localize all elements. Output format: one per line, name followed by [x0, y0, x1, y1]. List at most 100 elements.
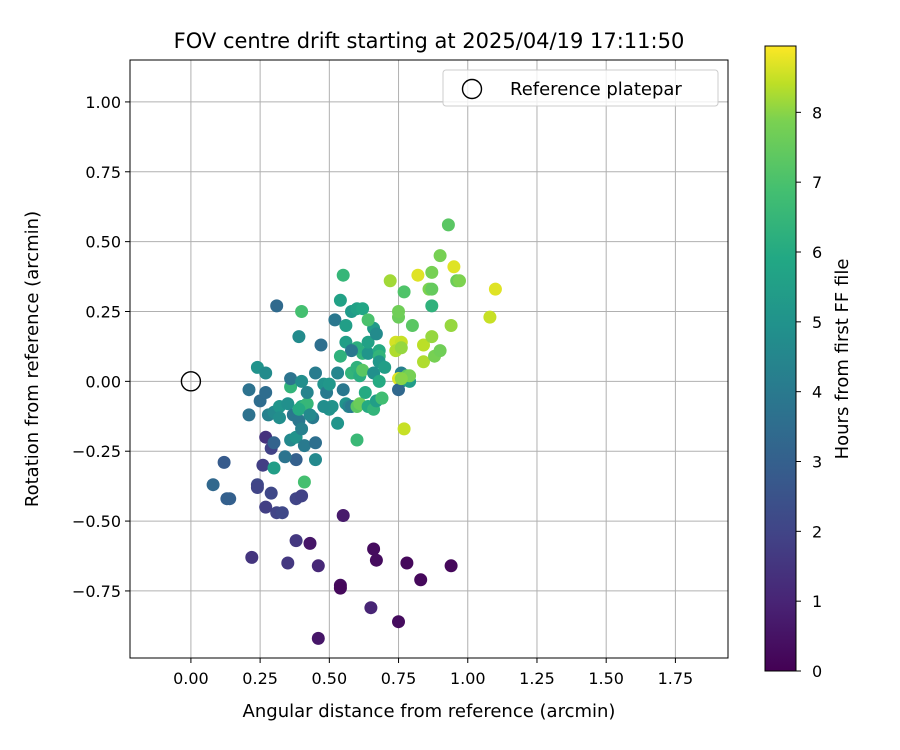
legend-open-circle-icon — [461, 78, 483, 100]
data-point — [256, 458, 270, 472]
data-point — [358, 386, 372, 399]
data-point — [453, 274, 466, 288]
x-tick-labels: 0.00 0.25 0.50 0.75 1.00 1.25 1.50 1.75 — [173, 669, 693, 688]
data-point — [425, 330, 439, 344]
data-point — [433, 249, 447, 263]
legend-box — [442, 69, 719, 107]
colorbar-label: Hours from first FF file — [832, 259, 853, 460]
data-point — [397, 422, 411, 436]
data-point — [356, 302, 370, 316]
data-point — [417, 338, 430, 352]
data-point — [270, 299, 284, 313]
data-point — [488, 282, 502, 296]
data-point — [259, 386, 273, 399]
data-point — [361, 346, 375, 360]
data-point — [369, 553, 383, 567]
data-point — [394, 341, 408, 355]
data-point — [333, 349, 347, 363]
data-point — [303, 408, 317, 422]
data-point — [356, 363, 370, 377]
data-point — [339, 319, 353, 332]
legend-label: Reference platepar — [510, 79, 682, 100]
y-tick-label: −0.50 — [72, 512, 121, 531]
data-point — [383, 274, 397, 288]
data-point — [206, 478, 220, 492]
x-tick-label: 0.25 — [242, 669, 278, 688]
data-point — [367, 542, 381, 556]
data-point — [331, 366, 345, 380]
data-point — [281, 397, 295, 411]
data-point — [411, 268, 425, 282]
y-tick-label: −0.25 — [72, 442, 121, 461]
data-point — [284, 372, 298, 386]
data-point — [322, 377, 336, 391]
y-tick-labels: 1.00 0.75 0.50 0.25 0.00 −0.25 −0.50 −0.75 — [72, 93, 121, 601]
data-point — [300, 386, 314, 399]
data-point — [447, 260, 461, 274]
x-tick-label: 1.00 — [450, 669, 486, 688]
data-point — [425, 265, 439, 279]
data-point — [361, 335, 375, 349]
colorbar-gradient — [764, 45, 797, 672]
x-tick-label: 0.50 — [312, 669, 348, 688]
data-point — [378, 360, 392, 374]
colorbar-tick-label: 0 — [812, 662, 822, 681]
data-point — [295, 422, 309, 436]
y-axis-label: Rotation from reference (arcmin) — [22, 211, 43, 507]
data-point — [350, 433, 364, 447]
colorbar-tick-labels: 0 1 2 3 4 5 6 7 8 — [796, 103, 822, 681]
data-point — [336, 383, 350, 397]
data-point — [297, 475, 311, 489]
data-point — [217, 455, 231, 469]
colorbar-tick-label: 3 — [812, 453, 822, 472]
data-point — [242, 383, 256, 397]
data-point — [441, 218, 455, 232]
data-point — [295, 305, 309, 318]
data-point — [417, 355, 430, 369]
data-point — [361, 313, 375, 327]
data-point — [372, 374, 386, 388]
data-point — [336, 268, 350, 282]
data-point — [336, 509, 350, 522]
colorbar-tick-label: 2 — [812, 522, 822, 541]
data-point — [289, 453, 303, 467]
colorbar-tick-label: 6 — [812, 243, 822, 262]
data-point — [309, 453, 322, 467]
data-point — [309, 436, 322, 450]
y-tick-label: 1.00 — [85, 93, 121, 112]
x-axis-label: Angular distance from reference (arcmin) — [243, 701, 616, 722]
data-point — [292, 402, 306, 416]
data-point — [425, 299, 439, 313]
data-point — [414, 573, 428, 587]
data-point — [397, 285, 411, 299]
data-point — [314, 338, 328, 352]
data-point — [267, 461, 281, 475]
x-tick-label: 1.75 — [658, 669, 694, 688]
data-point — [242, 408, 256, 422]
data-point — [295, 374, 309, 388]
data-points — [206, 218, 502, 645]
data-point — [369, 327, 383, 341]
y-tick-label: 0.75 — [85, 163, 121, 182]
data-point — [333, 293, 347, 307]
data-point — [264, 486, 278, 500]
colorbar-tick-label: 7 — [812, 173, 822, 192]
data-point — [259, 366, 273, 380]
data-point — [311, 631, 325, 645]
grid-lines — [125, 60, 728, 663]
data-point — [444, 319, 458, 332]
data-point — [250, 481, 264, 494]
data-point — [444, 559, 458, 573]
colorbar: 0 1 2 3 4 5 6 7 8 Hours from first FF file — [764, 45, 853, 681]
data-point — [425, 282, 439, 296]
data-point — [309, 366, 322, 380]
data-point — [345, 344, 358, 358]
data-point — [394, 372, 408, 386]
data-point — [333, 581, 347, 595]
data-point — [275, 506, 289, 520]
data-point — [267, 436, 281, 450]
data-point — [223, 492, 237, 506]
data-point — [295, 489, 309, 503]
data-point — [281, 556, 295, 570]
